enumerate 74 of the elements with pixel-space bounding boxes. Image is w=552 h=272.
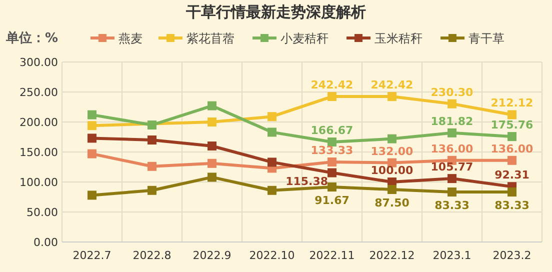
point <box>388 92 396 102</box>
data-label: 105.77 <box>430 160 474 174</box>
point <box>328 182 336 192</box>
data-label: 242.42 <box>310 78 354 92</box>
point <box>208 172 216 182</box>
point <box>448 188 456 196</box>
x-tick-label: 2022.7 <box>72 249 112 262</box>
point <box>268 186 276 195</box>
legend-label: 玉米秸秆 <box>374 32 422 46</box>
point <box>88 110 96 120</box>
data-label: 166.67 <box>310 124 354 137</box>
point <box>448 128 456 138</box>
y-tick-label: 0.00 <box>34 236 58 249</box>
chart-title: 干草行情最新走势深度解析 <box>185 3 366 21</box>
x-tick-label: 2022.9 <box>192 249 232 262</box>
point <box>508 132 516 142</box>
data-label: 212.12 <box>490 96 534 110</box>
point <box>508 156 516 165</box>
point <box>148 136 156 144</box>
data-label: 87.50 <box>374 196 410 210</box>
legend-label: 青干草 <box>468 32 504 46</box>
x-tick-label: 2022.10 <box>249 249 295 262</box>
data-label: 83.33 <box>494 199 530 212</box>
point <box>208 158 216 168</box>
y-tick-label: 100.00 <box>20 176 58 189</box>
y-tick-label: 200.00 <box>20 116 58 129</box>
point <box>508 188 516 196</box>
legend-label: 小麦秸秆 <box>280 32 328 46</box>
data-label: 83.33 <box>434 199 470 212</box>
point <box>208 118 216 126</box>
data-label: 136.00 <box>430 142 474 156</box>
point <box>328 168 336 178</box>
x-tick-label: 2022.12 <box>369 249 415 262</box>
x-tick-label: 2023.2 <box>492 249 532 262</box>
point <box>388 134 396 144</box>
data-label: 230.30 <box>430 86 474 99</box>
data-label: 92.31 <box>494 168 530 182</box>
data-label: 91.67 <box>314 194 350 207</box>
data-label: 181.82 <box>430 114 474 128</box>
y-tick-label: 250.00 <box>20 86 58 99</box>
point <box>88 190 96 200</box>
y-tick-label: 50.00 <box>26 206 58 219</box>
point <box>508 110 516 120</box>
point <box>448 99 456 108</box>
legend-label: 燕麦 <box>118 32 142 46</box>
point <box>148 186 156 195</box>
point <box>148 120 156 130</box>
point <box>208 142 216 150</box>
legend-label: 紫花苜蓿 <box>186 32 234 46</box>
y-axis-title: 单位：% <box>5 30 58 46</box>
point <box>268 128 276 137</box>
point <box>208 101 216 110</box>
data-label: 100.00 <box>370 164 414 177</box>
point <box>328 92 336 102</box>
y-tick-label: 300.00 <box>20 56 58 69</box>
data-label: 242.42 <box>370 78 414 92</box>
x-tick-label: 2022.8 <box>132 249 172 262</box>
point <box>448 174 456 184</box>
point <box>268 112 276 122</box>
point <box>268 158 276 167</box>
data-label: 115.38 <box>286 174 328 188</box>
point <box>88 134 96 143</box>
x-tick-label: 2023.1 <box>432 249 472 262</box>
point <box>388 185 396 194</box>
data-label: 133.33 <box>310 144 354 157</box>
data-label: 132.00 <box>370 144 414 158</box>
data-label: 175.76 <box>490 118 534 132</box>
y-tick-label: 150.00 <box>20 146 58 159</box>
point <box>88 121 96 130</box>
point <box>328 158 336 166</box>
x-tick-label: 2022.11 <box>309 249 355 262</box>
point <box>148 162 156 171</box>
point <box>88 149 96 158</box>
data-label: 136.00 <box>490 142 534 156</box>
